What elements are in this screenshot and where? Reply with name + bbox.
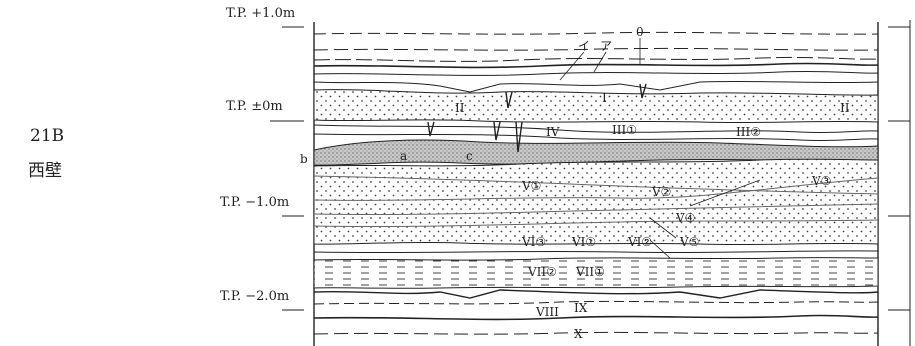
elevation-label-plus1: T.P. +1.0m	[226, 6, 296, 21]
trench-label: 21B	[30, 126, 65, 146]
label-III-2: III②	[736, 125, 761, 139]
label-a: ア	[600, 39, 612, 53]
label-b: b	[300, 152, 308, 166]
label-VI-3: VI③	[521, 235, 546, 249]
label-V-2: V②	[651, 185, 671, 199]
label-IV: IV	[546, 125, 560, 139]
elevation-label-minus2: T.P. −2.0m	[220, 289, 290, 304]
label-X: X	[574, 327, 583, 341]
layer-VII	[313, 257, 879, 289]
leader-lines	[559, 38, 761, 259]
label-V-5: V⑤	[679, 235, 699, 249]
label-I: I	[602, 91, 607, 105]
label-II-left: II	[455, 101, 465, 115]
label-VI-2: VI②	[627, 235, 652, 249]
label-VI-1: VI①	[571, 235, 596, 249]
label-c: c	[466, 149, 473, 163]
label-V-3: V③	[811, 174, 831, 188]
label-zero: 0	[636, 25, 644, 39]
boundary-lines	[313, 31, 879, 335]
label-V-4: V④	[675, 211, 695, 225]
layer-V	[313, 158, 879, 246]
pit-features	[427, 83, 647, 153]
wall-label: 西壁	[28, 161, 62, 181]
elevation-label-zero: T.P. ±0m	[226, 99, 283, 114]
label-VII-2: VII②	[527, 265, 557, 279]
label-VII-1: VII①	[575, 265, 605, 279]
label-i: イ	[578, 39, 590, 53]
label-II-right: II	[840, 101, 850, 115]
elevation-ticks	[270, 26, 910, 311]
label-a-gravel: a	[400, 149, 407, 163]
elevation-label-minus1: T.P. −1.0m	[220, 195, 290, 210]
layer-II	[313, 89, 879, 124]
label-V-1: V①	[521, 179, 541, 193]
label-III-1: III①	[612, 123, 637, 137]
label-VIII: VIII	[535, 305, 559, 319]
label-IX: IX	[574, 301, 588, 315]
